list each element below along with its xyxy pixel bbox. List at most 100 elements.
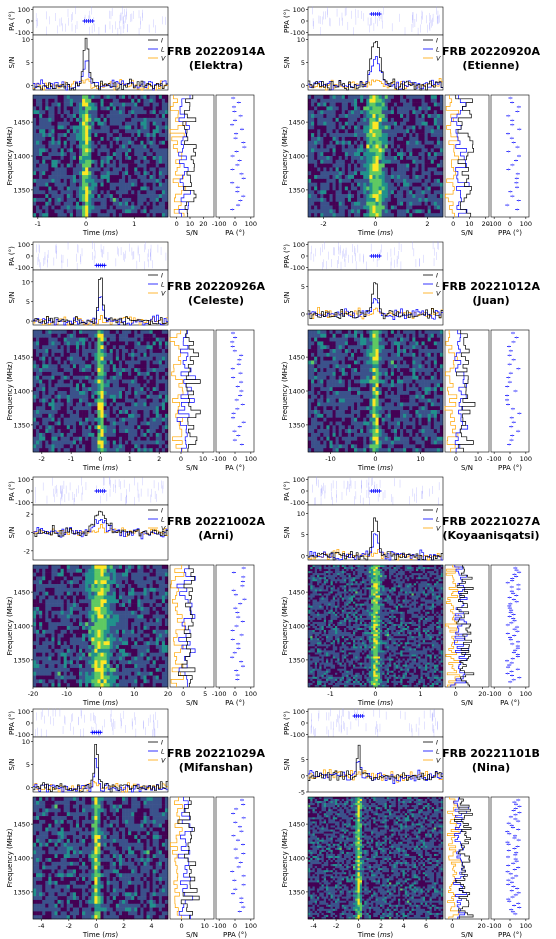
freq-tick-label: 1450 (288, 821, 305, 829)
time-tick-label: -4 (310, 922, 316, 930)
pa-tick-label: 100 (293, 708, 305, 716)
pa-freq-tick-label: 100 (245, 690, 257, 698)
pa-tick-label: 100 (18, 6, 30, 14)
pa-freq-tick-label: -100 (487, 690, 502, 698)
pa-tick-label: -100 (290, 264, 305, 272)
pa-scatter (312, 476, 440, 506)
sn-axis-label: S/N (8, 291, 16, 303)
pa-tick-label: 0 (26, 488, 30, 496)
sn-series-i (308, 517, 443, 561)
sn-axes (307, 504, 444, 561)
pa-axis-label: PPA (°) (283, 244, 291, 268)
time-tick-label: 0 (373, 455, 377, 463)
legend-I: I (436, 507, 438, 515)
time-tick-label: -1 (68, 455, 74, 463)
pa-tick-label: 0 (26, 253, 30, 261)
spec-tick-label: 10 (474, 455, 482, 463)
pa-tick-label: 0 (26, 720, 30, 728)
spec-series-i (456, 330, 476, 452)
spec-axis-label: S/N (186, 699, 198, 707)
pa-tick-label: 0 (301, 253, 305, 261)
spec-series-v (446, 797, 461, 919)
freq-axis-label: Frequency (MHz) (281, 126, 289, 185)
time-tick-label: 0 (98, 690, 102, 698)
spec-series-v (445, 565, 461, 687)
legend-I: I (436, 37, 438, 45)
pa-freq-points (505, 96, 522, 212)
pa-freq-tick-label: 100 (245, 220, 257, 228)
time-tick-label: 2 (425, 220, 429, 228)
time-tick-label: -20 (28, 690, 39, 698)
frb-nickname: (Nina) (471, 761, 511, 774)
sn-tick-label: 5 (301, 531, 305, 539)
panel-title: FRB 20221012A (Juan) (416, 280, 556, 308)
frb-nickname: (Koyaanisqatsi) (442, 529, 540, 542)
pa-freq-axis-label: PPA (°) (223, 931, 247, 939)
pa-freq-tick-label: -100 (487, 220, 502, 228)
spec-series-i (177, 797, 200, 919)
spec-series-i (178, 565, 196, 687)
time-tick-label: -2 (39, 455, 45, 463)
panel-title: FRB 20220926A (Celeste) (141, 280, 291, 308)
pa-freq-axes (490, 94, 530, 218)
dynamic-spectrum (33, 95, 169, 218)
pa-tick-label: -100 (290, 29, 305, 37)
freq-tick-label: 1400 (288, 855, 305, 863)
pa-scatter (36, 241, 167, 271)
spec-axis-label: S/N (186, 229, 198, 237)
sn-series-v (308, 306, 443, 320)
sn-series-l (308, 298, 443, 320)
frb-name: FRB 20220914A (167, 45, 265, 58)
frb-name: FRB 20221002A (167, 515, 265, 528)
pa-freq-tick-label: 100 (520, 690, 532, 698)
freq-axis-label: Frequency (MHz) (6, 828, 14, 887)
freq-tick-label: 1350 (13, 421, 30, 429)
legend-V: V (161, 757, 166, 765)
freq-tick-label: 1350 (288, 656, 305, 664)
freq-tick-label: 1400 (13, 623, 30, 631)
pa-freq-axes (490, 564, 530, 688)
freq-tick-label: 1450 (13, 354, 30, 362)
freq-tick-label: 1400 (288, 623, 305, 631)
dynamic-spectrum (308, 95, 444, 218)
spec-axis-label: S/N (461, 931, 473, 939)
pa-axis-label: PPA (°) (283, 9, 291, 33)
sn-tick-label: 0 (301, 772, 305, 780)
pa-tick-label: -100 (290, 731, 305, 739)
legend-I: I (161, 37, 163, 45)
panel-title: FRB 20221101B (Nina) (416, 747, 556, 775)
pa-tick-label: 0 (301, 720, 305, 728)
spec-axis-label: S/N (461, 464, 473, 472)
pa-tick-label: 0 (26, 18, 30, 26)
freq-tick-label: 1400 (288, 153, 305, 161)
sn-tick-label: 2 (26, 511, 30, 519)
pa-freq-tick-label: 100 (520, 455, 532, 463)
sn-axis-label: S/N (8, 758, 16, 770)
panel-title: FRB 20221029A (Mifanshan) (141, 747, 291, 775)
dynamic-spectrum (33, 330, 169, 453)
panel-title: FRB 20221027A (Koyaanisqatsi) (416, 515, 556, 543)
legend-L: L (161, 281, 165, 289)
spec-series-l (176, 565, 196, 687)
freq-tick-label: 1450 (288, 589, 305, 597)
pa-freq-tick-label: -100 (487, 922, 502, 930)
time-tick-label: -1 (327, 690, 333, 698)
panel-title: FRB 20220920A (Etienne) (416, 45, 556, 73)
spec-tick-label: 0 (454, 455, 458, 463)
frb-name: FRB 20221027A (442, 515, 540, 528)
sn-tick-label: 10 (297, 36, 305, 44)
spec-axis-label: S/N (186, 464, 198, 472)
frb-nickname: (Celeste) (187, 294, 245, 307)
spec-tick-label: 10 (186, 220, 194, 228)
pa-scatter (310, 708, 438, 738)
freq-tick-label: 1450 (288, 119, 305, 127)
time-tick-label: 2 (157, 455, 161, 463)
spec-tick-label: 20 (199, 220, 207, 228)
spec-tick-label: 20 (478, 922, 486, 930)
sn-axes (32, 736, 169, 793)
